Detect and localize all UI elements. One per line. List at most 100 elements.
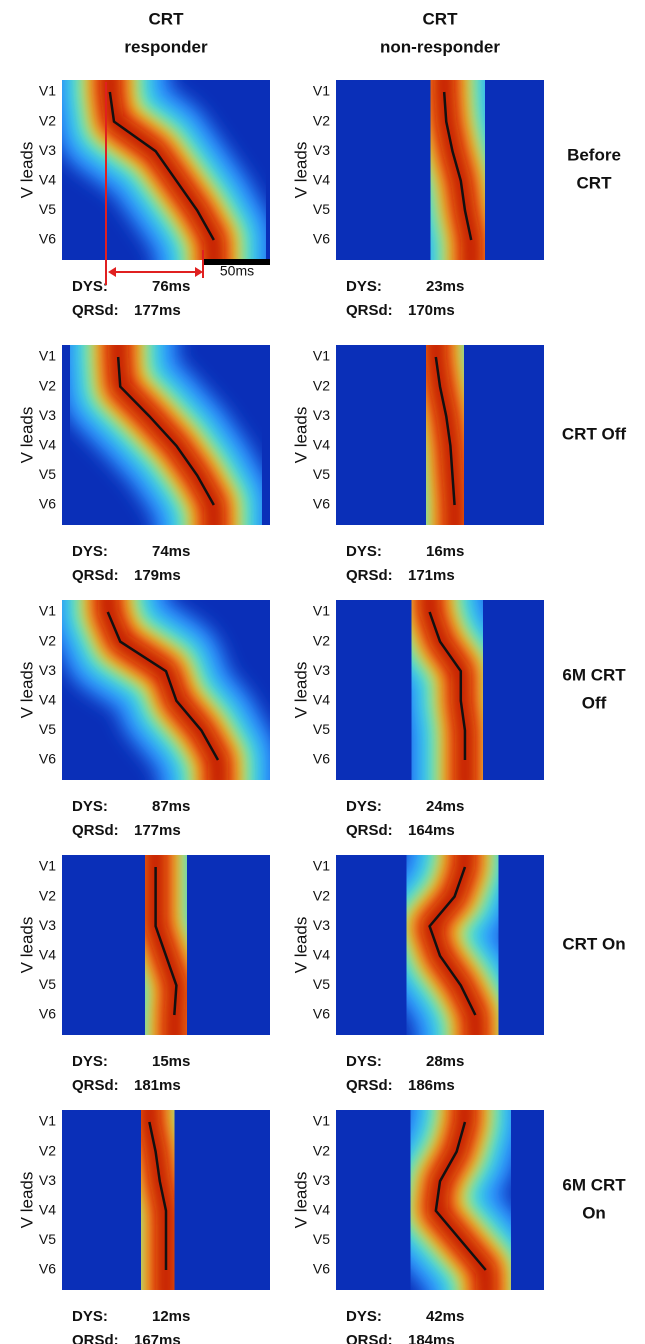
heatmap	[336, 855, 544, 1035]
qrsd-value: 179ms	[134, 567, 181, 584]
heatmap	[336, 80, 544, 260]
lead-label: V4	[313, 172, 330, 188]
row-label: CRT Off	[562, 424, 627, 443]
row-label: CRT On	[562, 934, 625, 953]
row-label: CRT	[577, 173, 613, 192]
dys-label: DYS:	[72, 543, 108, 560]
lead-label: V5	[39, 201, 56, 217]
lead-label: V2	[313, 1142, 330, 1158]
dys-value: 76ms	[152, 278, 190, 295]
lead-label: V3	[313, 662, 330, 678]
lead-label: V2	[39, 1142, 56, 1158]
dys-label: DYS:	[72, 1053, 108, 1070]
heatmap	[62, 345, 270, 525]
lead-label: V2	[313, 632, 330, 648]
row-label: On	[582, 1203, 606, 1222]
axis-label: V leads	[291, 407, 310, 464]
column-header: responder	[124, 37, 208, 56]
lead-label: V2	[313, 377, 330, 393]
lead-label: V5	[39, 1231, 56, 1247]
column-header: non-responder	[380, 37, 500, 56]
qrsd-value: 181ms	[134, 1077, 181, 1094]
axis-label: V leads	[17, 407, 36, 464]
dys-value: 12ms	[152, 1308, 190, 1325]
dys-value: 42ms	[426, 1308, 464, 1325]
activation-line	[154, 867, 178, 1016]
qrsd-value: 170ms	[408, 302, 455, 319]
dys-label: DYS:	[346, 798, 382, 815]
axis-label: V leads	[17, 662, 36, 719]
lead-label: V6	[313, 1006, 330, 1022]
lead-label: V2	[313, 887, 330, 903]
dys-label: DYS:	[346, 1308, 382, 1325]
heatmap	[336, 345, 544, 525]
lead-label: V3	[39, 142, 56, 158]
lead-label: V1	[39, 1113, 56, 1129]
dys-label: DYS:	[346, 1053, 382, 1070]
activation-line	[116, 356, 215, 506]
lead-label: V3	[39, 662, 56, 678]
dys-value: 74ms	[152, 543, 190, 560]
dys-label: DYS:	[72, 1308, 108, 1325]
lead-label: V6	[39, 1261, 56, 1277]
qrsd-label: QRSd:	[72, 1332, 119, 1344]
heatmap	[62, 80, 270, 260]
axis-label: V leads	[291, 662, 310, 719]
activation-line	[148, 1121, 168, 1270]
lead-label: V1	[313, 83, 330, 99]
lead-label: V5	[313, 976, 330, 992]
qrsd-label: QRSd:	[346, 1332, 393, 1344]
dys-label: DYS:	[346, 278, 382, 295]
heatmap	[62, 1110, 270, 1290]
axis-label: V leads	[17, 142, 36, 199]
qrsd-label: QRSd:	[72, 567, 119, 584]
dys-label: DYS:	[346, 543, 382, 560]
activation-line	[428, 611, 467, 760]
activation-line	[434, 356, 456, 506]
dys-label: DYS:	[72, 798, 108, 815]
qrsd-value: 167ms	[134, 1332, 181, 1344]
scale-bar	[204, 259, 270, 265]
lead-label: V1	[313, 348, 330, 364]
lead-label: V4	[313, 947, 330, 963]
lead-label: V5	[39, 721, 56, 737]
lead-label: V4	[313, 692, 330, 708]
column-header: CRT	[423, 9, 459, 28]
lead-label: V3	[313, 917, 330, 933]
lead-label: V1	[39, 858, 56, 874]
lead-label: V4	[39, 1202, 56, 1218]
lead-label: V5	[39, 976, 56, 992]
heatmap	[336, 600, 544, 780]
activation-line	[108, 91, 215, 241]
qrsd-label: QRSd:	[72, 302, 119, 319]
activation-line	[442, 91, 473, 241]
lead-label: V2	[39, 887, 56, 903]
axis-label: V leads	[17, 1172, 36, 1229]
lead-label: V6	[39, 496, 56, 512]
lead-label: V1	[39, 83, 56, 99]
lead-label: V5	[313, 1231, 330, 1247]
lead-label: V1	[313, 1113, 330, 1129]
row-label: Off	[582, 693, 607, 712]
qrsd-label: QRSd:	[346, 1077, 393, 1094]
lead-label: V6	[39, 1006, 56, 1022]
lead-label: V3	[313, 407, 330, 423]
lead-label: V4	[39, 947, 56, 963]
dys-value: 87ms	[152, 798, 190, 815]
lead-label: V4	[39, 692, 56, 708]
lead-label: V1	[313, 603, 330, 619]
lead-label: V4	[39, 437, 56, 453]
activation-line	[106, 611, 220, 761]
qrsd-label: QRSd:	[346, 567, 393, 584]
lead-label: V2	[39, 632, 56, 648]
lead-label: V6	[313, 1261, 330, 1277]
lead-label: V5	[313, 721, 330, 737]
qrsd-label: QRSd:	[72, 1077, 119, 1094]
lead-label: V3	[39, 1172, 56, 1188]
lead-label: V2	[39, 112, 56, 128]
qrsd-label: QRSd:	[346, 822, 393, 839]
lead-label: V4	[313, 1202, 330, 1218]
dys-value: 28ms	[426, 1053, 464, 1070]
lead-label: V6	[313, 496, 330, 512]
